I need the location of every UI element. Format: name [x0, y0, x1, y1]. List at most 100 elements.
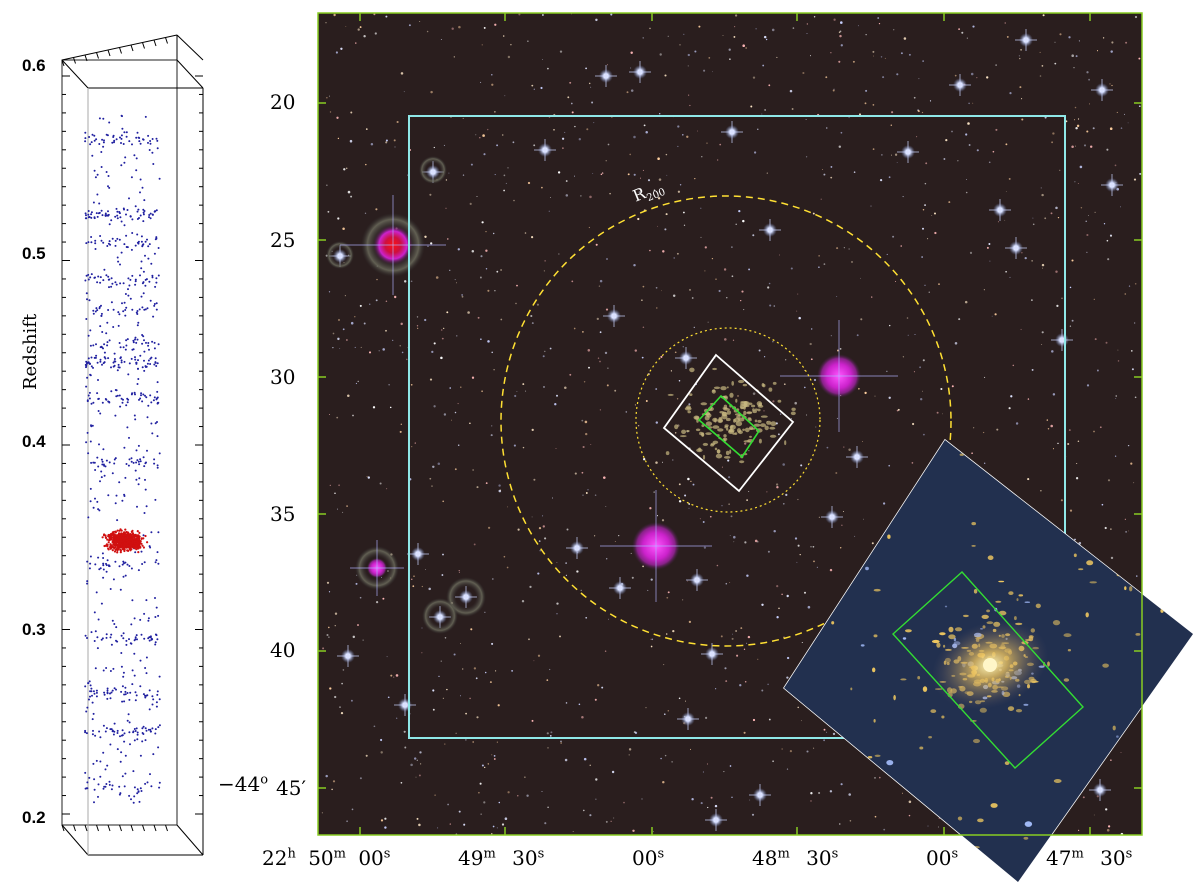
faint-star	[789, 750, 793, 753]
faint-star	[761, 603, 764, 606]
field-galaxy-point	[91, 154, 94, 157]
field-galaxy-point	[145, 599, 148, 602]
field-galaxy-point	[126, 246, 129, 249]
faint-star	[670, 370, 673, 372]
field-galaxy-point	[109, 636, 112, 639]
field-galaxy-point	[157, 531, 160, 534]
field-galaxy-point	[84, 212, 87, 215]
cluster-galaxy	[733, 418, 736, 423]
faint-star	[768, 84, 771, 87]
bright-star	[609, 577, 631, 599]
ra-s-unit: s	[831, 846, 839, 862]
field-galaxy-point	[130, 460, 133, 463]
field-galaxy-point	[119, 346, 122, 349]
inset-galaxy	[1112, 725, 1116, 731]
field-galaxy-point	[124, 686, 127, 689]
field-galaxy-point	[114, 239, 117, 242]
field-galaxy-point	[144, 667, 147, 669]
cluster-galaxy	[752, 408, 755, 412]
field-galaxy-point	[118, 211, 121, 213]
field-galaxy-point	[95, 138, 98, 141]
field-galaxy-point	[110, 219, 113, 222]
faint-star	[354, 316, 356, 318]
dec-label-45: 45′	[276, 776, 306, 800]
faint-star	[984, 376, 986, 378]
field-galaxy-point	[128, 458, 131, 461]
faint-star	[513, 199, 515, 202]
cluster-galaxy	[723, 456, 731, 459]
faint-star	[686, 135, 689, 138]
faint-star	[491, 754, 493, 756]
faint-star	[870, 205, 872, 207]
faint-star	[655, 388, 658, 390]
faint-star	[410, 280, 413, 283]
field-galaxy-point	[144, 284, 147, 287]
faint-star	[988, 161, 991, 164]
faint-star	[708, 57, 711, 59]
faint-star	[890, 124, 893, 127]
field-galaxy-point	[99, 276, 102, 279]
faint-star	[900, 245, 902, 247]
cluster-galaxy	[748, 426, 754, 430]
faint-star	[500, 269, 503, 271]
faint-star	[1115, 398, 1117, 399]
field-galaxy-point	[140, 240, 143, 243]
field-galaxy-point	[100, 314, 103, 317]
field-galaxy-point	[156, 381, 159, 384]
faint-star	[513, 444, 516, 447]
faint-star	[480, 255, 483, 258]
field-galaxy-point	[87, 394, 90, 397]
faint-star	[816, 566, 819, 569]
faint-star	[748, 268, 751, 271]
field-galaxy-point	[120, 220, 123, 223]
faint-star	[393, 139, 396, 142]
faint-star	[1041, 343, 1043, 346]
faint-star	[776, 585, 779, 588]
faint-star	[706, 142, 708, 144]
faint-star	[1008, 177, 1011, 180]
field-galaxy-point	[141, 342, 144, 345]
field-galaxy-point	[104, 730, 107, 733]
faint-star	[602, 172, 604, 174]
faint-star	[705, 716, 708, 719]
faint-star	[736, 654, 739, 657]
faint-star	[642, 169, 644, 171]
field-galaxy-point	[152, 163, 155, 165]
cyan-survey-box	[408, 115, 1066, 739]
redshift-tick-0-5: 0.5	[22, 244, 46, 263]
field-galaxy-point	[150, 262, 153, 265]
faint-star	[471, 376, 475, 379]
faint-star	[913, 371, 915, 373]
faint-star	[382, 348, 385, 351]
faint-star	[360, 346, 362, 348]
faint-star	[414, 757, 417, 760]
field-galaxy-point	[99, 281, 102, 284]
faint-star	[771, 28, 775, 32]
faint-star	[741, 290, 744, 293]
faint-star	[527, 40, 529, 42]
faint-star	[350, 111, 353, 114]
cluster-galaxy-point	[140, 537, 143, 541]
field-galaxy-point	[155, 237, 158, 240]
faint-star	[607, 143, 610, 146]
field-galaxy-point	[137, 359, 139, 362]
faint-star	[829, 790, 833, 793]
faint-star	[642, 285, 645, 288]
field-galaxy-point	[117, 324, 120, 327]
faint-star	[472, 741, 475, 743]
faint-star	[342, 669, 345, 671]
field-galaxy-point	[102, 279, 105, 282]
faint-star	[812, 212, 815, 215]
field-galaxy-point	[157, 726, 160, 729]
field-galaxy-point	[142, 138, 144, 141]
faint-star	[688, 507, 690, 509]
faint-star	[986, 76, 989, 79]
ra-s-unit: s	[537, 846, 545, 862]
faint-star	[538, 526, 542, 530]
field-galaxy-point	[153, 396, 156, 399]
faint-star	[465, 739, 467, 741]
field-galaxy-point	[98, 202, 101, 205]
field-galaxy-point	[156, 464, 159, 467]
field-galaxy-point	[111, 729, 114, 732]
